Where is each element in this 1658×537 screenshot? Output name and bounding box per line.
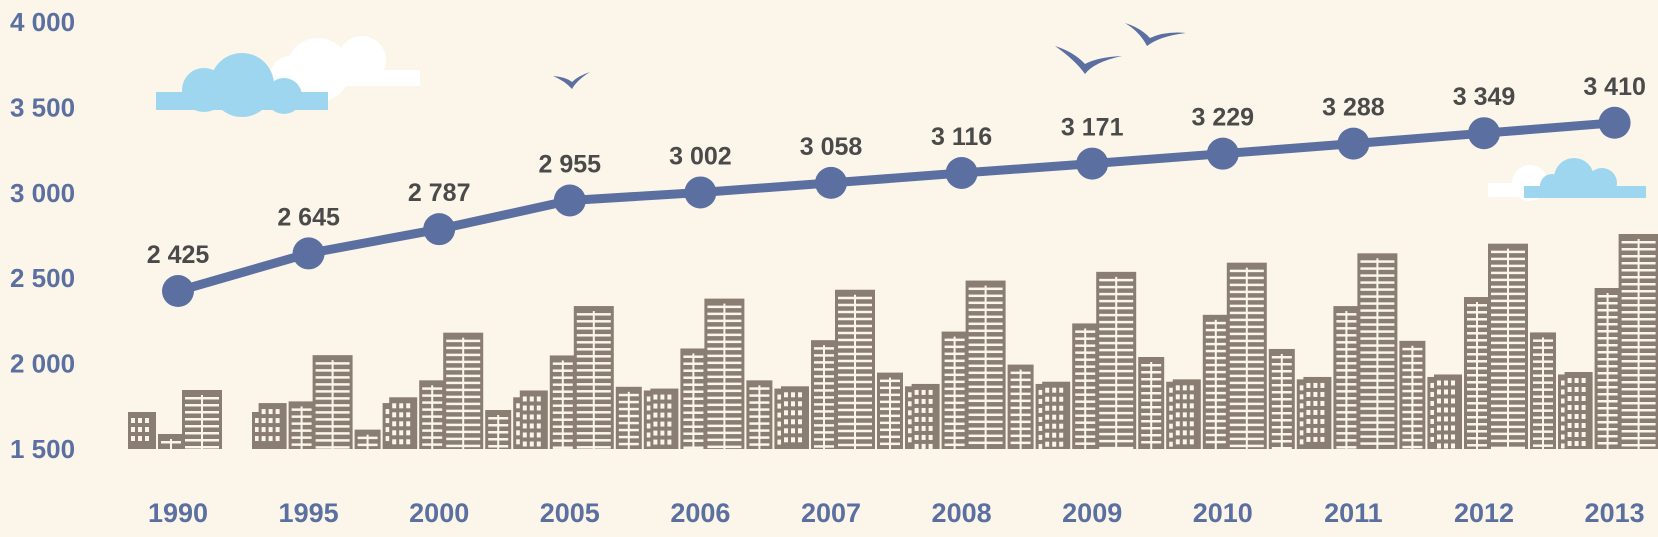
x-tick-label: 2013 [1585, 498, 1645, 528]
data-label: 3 288 [1322, 94, 1385, 122]
y-tick-label: 2 500 [10, 263, 75, 293]
data-point [684, 176, 717, 209]
data-point [945, 156, 978, 189]
data-point [1337, 127, 1370, 160]
data-point [423, 213, 456, 246]
data-label: 3 349 [1453, 83, 1516, 111]
series-line [173, 118, 1620, 296]
data-label: 3 116 [931, 123, 992, 151]
data-point [1076, 147, 1109, 180]
x-tick-label: 2000 [409, 498, 469, 528]
y-axis: 1 500 2 000 2 500 3 000 3 500 4 000 [10, 7, 75, 464]
data-point [162, 275, 194, 308]
x-tick-label: 2010 [1193, 498, 1253, 528]
data-label: 3 058 [800, 133, 863, 161]
data-point [815, 166, 847, 199]
data-label: 2 955 [539, 150, 602, 178]
data-point [1206, 137, 1239, 170]
data-label: 2 645 [277, 203, 340, 231]
y-tick-label: 3 000 [10, 178, 75, 208]
data-label: 2 425 [147, 241, 210, 269]
x-tick-label: 2005 [540, 498, 600, 528]
y-tick-label: 3 500 [10, 92, 75, 122]
x-axis: 1990 1995 2000 2005 2006 2007 2008 2009 2010 2011… [148, 498, 1645, 528]
data-label: 3 410 [1583, 73, 1646, 101]
x-tick-label: 1995 [279, 498, 339, 528]
y-tick-label: 4 000 [10, 7, 75, 37]
y-tick-label: 2 000 [10, 349, 75, 379]
data-label: 2 787 [408, 179, 471, 207]
y-tick-label: 1 500 [10, 434, 75, 464]
city-skyline-illustration [128, 234, 1658, 450]
data-label: 3 002 [669, 142, 732, 170]
data-points [162, 106, 1631, 308]
data-labels: 2 425 2 645 2 787 2 955 3 002 3 058 3 116 3 171… [147, 73, 1646, 269]
cloud-icon [156, 36, 420, 117]
x-tick-label: 2007 [801, 498, 861, 528]
data-point [1598, 106, 1631, 139]
data-label: 3 171 [1061, 114, 1124, 142]
x-tick-label: 1990 [148, 498, 208, 528]
bird-icon [1055, 46, 1122, 74]
data-point [292, 237, 325, 270]
x-tick-label: 2008 [932, 498, 992, 528]
x-tick-label: 2011 [1324, 498, 1383, 528]
bird-icon [1125, 23, 1186, 46]
data-point [1468, 117, 1500, 150]
x-tick-label: 2009 [1062, 498, 1122, 528]
cloud-icon [1488, 158, 1646, 201]
data-label: 3 229 [1192, 104, 1255, 132]
bird-icon [553, 72, 590, 89]
x-tick-label: 2012 [1454, 498, 1514, 528]
x-tick-label: 2006 [670, 498, 730, 528]
data-point [553, 184, 586, 217]
